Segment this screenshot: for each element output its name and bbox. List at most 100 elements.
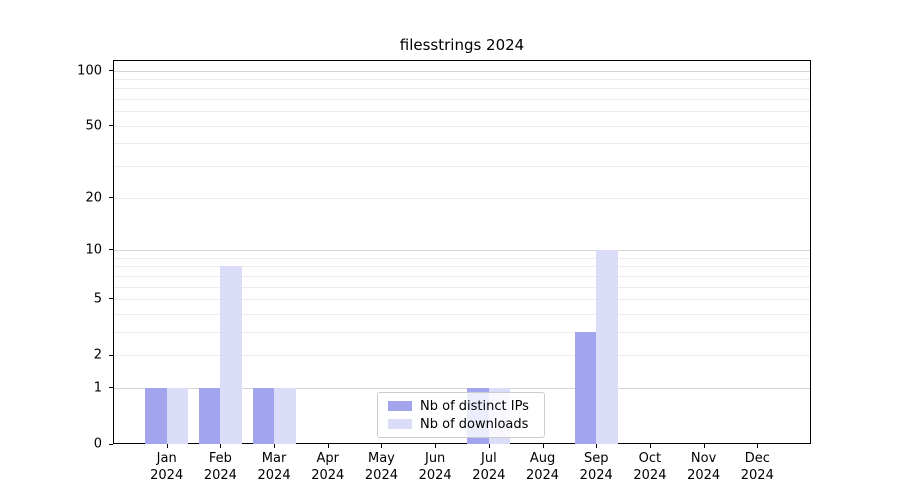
gridline-major — [114, 249, 810, 251]
legend: Nb of distinct IPs Nb of downloads — [377, 392, 545, 438]
x-axis-tick-label-year: 2024 — [311, 468, 345, 483]
x-axis-tick-label-month: Jul — [481, 451, 497, 466]
x-axis-tick-label-year: 2024 — [472, 468, 506, 483]
gridline-minor — [114, 197, 810, 199]
bar — [252, 387, 275, 444]
x-axis-tick-label: Jun 2024 — [407, 450, 463, 484]
x-axis-tick — [220, 444, 222, 448]
gridline-minor — [114, 111, 810, 113]
gridline-major — [114, 387, 810, 389]
gridline-minor — [114, 166, 810, 168]
y-axis-tick — [109, 443, 113, 445]
x-axis-tick-label-month: Nov — [690, 451, 717, 466]
bar — [574, 331, 597, 444]
x-axis-tick-label-month: Dec — [744, 451, 770, 466]
x-axis-tick-label-month: Feb — [208, 451, 232, 466]
chart-title: filesstrings 2024 — [399, 36, 525, 54]
y-axis-tick-label: 2 — [93, 347, 102, 363]
x-axis-tick-label: Jul 2024 — [461, 450, 517, 484]
x-axis-tick — [381, 444, 383, 448]
x-axis-tick-label-month: Mar — [261, 451, 287, 466]
x-axis-tick — [542, 444, 544, 448]
x-axis-tick-label-year: 2024 — [579, 468, 613, 483]
x-axis-tick-label-year: 2024 — [687, 468, 721, 483]
y-axis-tick — [109, 125, 113, 127]
x-axis-tick-label-year: 2024 — [364, 468, 398, 483]
gridline-minor — [114, 275, 810, 277]
y-axis-tick — [109, 249, 113, 251]
x-axis-tick-label: Nov 2024 — [676, 450, 732, 484]
x-axis-tick-label: Feb 2024 — [192, 450, 248, 484]
bar — [166, 387, 189, 444]
plot-area — [113, 60, 811, 444]
x-axis-tick — [166, 444, 168, 448]
gridline-minor — [114, 313, 810, 315]
x-axis-tick — [327, 444, 329, 448]
gridline-minor — [114, 331, 810, 333]
x-axis-tick-label-month: Apr — [316, 451, 340, 466]
x-axis-tick-label-year: 2024 — [203, 468, 237, 483]
y-axis-tick-label: 20 — [85, 190, 102, 206]
legend-item: Nb of distinct IPs — [388, 399, 534, 414]
gridline-minor — [114, 286, 810, 288]
x-axis-tick — [274, 444, 276, 448]
y-axis-tick-label: 0 — [93, 436, 102, 452]
gridline-minor — [114, 266, 810, 268]
x-axis-tick-label-month: Oct — [638, 451, 662, 466]
x-axis-tick-label-month: Jun — [424, 451, 446, 466]
legend-item: Nb of downloads — [388, 417, 534, 432]
x-axis-tick-label-month: Jan — [156, 451, 177, 466]
x-axis-tick-label-year: 2024 — [150, 468, 184, 483]
x-axis-tick-label: Apr 2024 — [300, 450, 356, 484]
x-axis-tick-label: Oct 2024 — [622, 450, 678, 484]
y-axis-tick-label: 5 — [93, 291, 102, 307]
y-axis-tick — [109, 387, 113, 389]
legend-label: Nb of distinct IPs — [420, 398, 529, 414]
x-axis-tick-label: Dec 2024 — [729, 450, 785, 484]
y-axis-tick — [109, 197, 113, 199]
bar — [198, 387, 221, 444]
legend-swatch — [388, 401, 412, 411]
gridline-minor — [114, 355, 810, 357]
y-axis-tick-label: 1 — [93, 380, 102, 396]
x-axis-tick — [649, 444, 651, 448]
y-axis-tick-label: 100 — [77, 63, 102, 78]
bar — [274, 387, 296, 444]
x-axis-tick-label-month: Sep — [583, 451, 609, 466]
bar — [145, 387, 167, 444]
y-axis-tick — [109, 70, 113, 71]
gridline-minor — [114, 143, 810, 145]
x-axis-tick-label-month: Aug — [529, 451, 556, 466]
gridline-minor — [114, 78, 810, 80]
x-axis-tick-label: Aug 2024 — [515, 450, 571, 484]
x-axis-tick-label: Sep 2024 — [568, 450, 624, 484]
x-axis-tick — [435, 444, 437, 448]
gridline-minor — [114, 88, 810, 90]
gridline-minor — [114, 125, 810, 127]
x-axis-tick-label: Jan 2024 — [139, 450, 195, 484]
gridline-minor — [114, 298, 810, 300]
gridline-minor — [114, 99, 810, 101]
x-axis-tick-label: May 2024 — [353, 450, 409, 484]
gridline-minor — [114, 257, 810, 259]
x-axis-tick-label-year: 2024 — [633, 468, 667, 483]
y-axis-tick — [109, 354, 113, 356]
gridline-major — [114, 70, 810, 72]
bar — [220, 266, 242, 444]
x-axis-tick-label-month: May — [368, 451, 395, 466]
x-axis-tick-label-year: 2024 — [257, 468, 291, 483]
x-axis-tick-label-year: 2024 — [525, 468, 560, 483]
x-axis-tick — [596, 444, 598, 448]
y-axis-tick-label: 10 — [85, 242, 102, 258]
x-axis-tick — [703, 444, 705, 448]
x-axis-tick — [757, 444, 759, 448]
x-axis-tick-label-year: 2024 — [740, 468, 774, 483]
bar — [596, 249, 618, 444]
x-axis-tick — [488, 444, 490, 448]
y-axis-tick-label: 50 — [85, 118, 102, 134]
x-axis-tick-label: Mar 2024 — [246, 450, 302, 484]
legend-label: Nb of downloads — [420, 416, 529, 432]
legend-swatch — [388, 419, 412, 429]
y-axis-tick — [109, 298, 113, 300]
